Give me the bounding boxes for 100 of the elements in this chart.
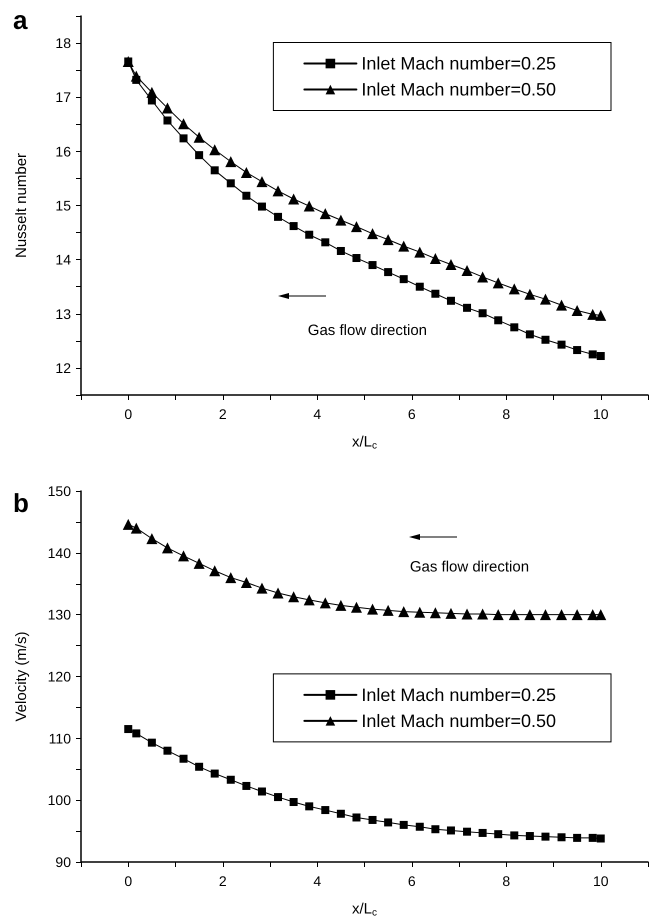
y-tick-label: 130: [48, 606, 72, 623]
point: [305, 802, 314, 810]
point: [494, 316, 502, 324]
point: [462, 264, 473, 276]
x-tick-label: 8: [502, 873, 510, 889]
point: [225, 156, 236, 168]
point: [398, 240, 410, 252]
point: [430, 253, 441, 264]
point: [541, 336, 550, 344]
y-axis-title: Nusselt number: [13, 152, 30, 258]
chart-title: b: [13, 488, 29, 518]
point: [178, 550, 190, 562]
point: [478, 828, 487, 837]
point: [445, 259, 456, 270]
chart-title: a: [13, 5, 28, 35]
point: [445, 608, 456, 619]
x-tick-label: 4: [313, 406, 322, 422]
point: [556, 609, 568, 620]
y-tick-label: 90: [55, 854, 72, 870]
y-tick-label: 140: [48, 544, 72, 561]
point: [304, 594, 315, 606]
point: [510, 323, 518, 332]
point: [541, 832, 550, 841]
point: [180, 754, 188, 763]
point: [508, 283, 520, 294]
point: [587, 308, 598, 320]
point: [492, 609, 504, 620]
point: [272, 185, 284, 196]
point: [416, 282, 424, 291]
point: [226, 179, 235, 188]
legend-label: Inlet Mach number=0.25: [361, 684, 556, 705]
point: [305, 230, 314, 239]
point: [290, 222, 298, 230]
point: [367, 228, 378, 240]
point: [446, 826, 455, 834]
point: [274, 212, 282, 221]
point: [321, 238, 330, 246]
point: [146, 533, 158, 544]
y-axis-title: Velocity (m/s): [13, 631, 30, 722]
point: [258, 202, 266, 211]
point: [350, 602, 362, 613]
point: [477, 271, 488, 282]
point: [226, 776, 235, 784]
y-tick-label: 150: [48, 483, 72, 499]
point: [274, 793, 282, 802]
point: [336, 810, 345, 818]
point: [572, 305, 583, 316]
y-tick-label: 18: [55, 35, 72, 52]
point: [368, 816, 377, 824]
point: [180, 134, 188, 142]
y-tick-label: 14: [55, 252, 72, 268]
point: [272, 588, 284, 599]
point: [256, 176, 268, 188]
point: [132, 729, 140, 738]
point: [304, 200, 315, 212]
y-tick-label: 100: [48, 792, 72, 808]
point: [148, 738, 156, 747]
point: [431, 290, 440, 298]
point: [572, 609, 583, 620]
point: [573, 834, 582, 842]
point: [587, 609, 598, 620]
x-tick-label: 0: [124, 406, 132, 422]
point: [350, 221, 362, 232]
point: [367, 604, 378, 615]
point: [588, 350, 597, 358]
point: [352, 813, 360, 822]
point: [124, 725, 132, 734]
point: [558, 833, 566, 842]
x-tick-label: 10: [592, 406, 609, 422]
legend-label: Inlet Mach number=0.50: [361, 80, 556, 100]
point: [368, 261, 377, 270]
point: [162, 102, 173, 114]
point: [414, 246, 426, 258]
point: [178, 118, 190, 130]
point: [494, 830, 502, 838]
point: [162, 542, 173, 554]
point: [240, 577, 252, 588]
y-tick-label: 13: [55, 306, 72, 322]
x-tick-label: 8: [502, 406, 510, 422]
point: [540, 294, 551, 305]
point: [400, 275, 408, 284]
point: [242, 782, 250, 790]
point: [130, 522, 142, 534]
point: [430, 607, 441, 618]
point: [384, 818, 392, 826]
point: [524, 609, 536, 620]
point: [596, 834, 605, 843]
point: [225, 572, 236, 584]
point: [492, 277, 504, 288]
point: [508, 609, 520, 620]
point: [446, 296, 455, 305]
point: [321, 806, 330, 814]
x-tick-label: 2: [218, 873, 227, 889]
point: [352, 254, 360, 262]
point: [290, 798, 298, 806]
y-tick-label: 15: [55, 198, 72, 214]
point: [130, 70, 142, 82]
point: [335, 214, 346, 226]
x-tick-label: 6: [408, 873, 416, 889]
point: [463, 304, 472, 312]
